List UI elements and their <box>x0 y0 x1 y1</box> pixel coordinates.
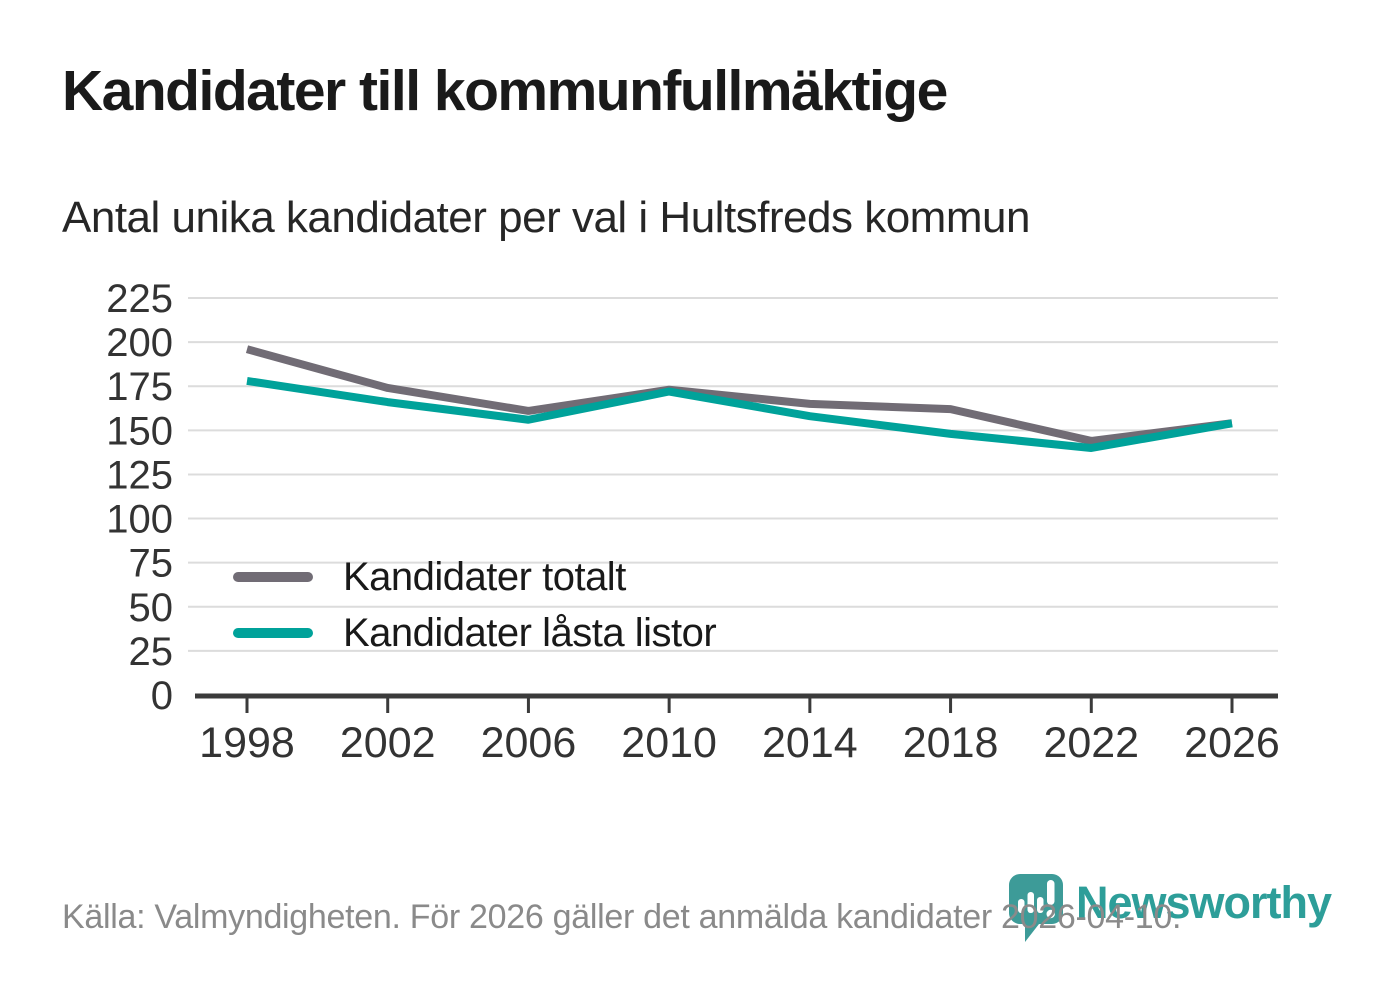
x-axis-label: 2018 <box>903 719 999 767</box>
legend-label-locked-lists: Kandidater låsta listor <box>343 610 717 655</box>
y-axis-label: 50 <box>129 586 174 630</box>
y-axis-label: 225 <box>106 277 173 321</box>
legend-swatch-locked-lists <box>233 628 313 638</box>
y-axis-label: 25 <box>129 630 174 674</box>
chart-legend: Kandidater totalt Kandidater låsta listo… <box>233 552 717 664</box>
source-note: Källa: Valmyndigheten. För 2026 gäller d… <box>62 898 1182 936</box>
y-axis-label: 75 <box>129 542 174 586</box>
y-axis-label: 0 <box>151 674 173 718</box>
x-axis-label: 2014 <box>762 719 858 767</box>
y-axis-label: 125 <box>106 453 173 497</box>
x-axis-label: 2022 <box>1043 719 1139 767</box>
legend-swatch-total <box>233 572 313 582</box>
x-axis-label: 2026 <box>1184 719 1280 767</box>
y-axis-label: 175 <box>106 365 173 409</box>
legend-label-total: Kandidater totalt <box>343 554 626 599</box>
x-axis-label: 1998 <box>199 719 295 767</box>
x-axis-label: 2006 <box>481 719 577 767</box>
legend-item-locked-lists: Kandidater låsta listor <box>233 608 717 658</box>
brand-name: Newsworthy <box>1076 877 1332 928</box>
newsworthy-logo[interactable]: Newsworthy <box>1008 872 1332 948</box>
y-axis-label: 100 <box>106 498 173 542</box>
chart-title: Kandidater till kommunfullmäktige <box>62 59 948 123</box>
x-axis-label: 2010 <box>621 719 717 767</box>
y-axis-label: 150 <box>106 409 173 453</box>
chart-subtitle: Antal unika kandidater per val i Hultsfr… <box>62 193 1030 242</box>
legend-item-total: Kandidater totalt <box>233 552 716 602</box>
series-line-kandidater-l-sta-listor <box>246 376 1233 452</box>
y-axis-label: 200 <box>106 321 173 365</box>
newsworthy-pin-icon <box>1009 874 1063 942</box>
series-line-kandidater-totalt <box>245 345 1233 445</box>
x-axis-label: 2002 <box>340 719 436 767</box>
